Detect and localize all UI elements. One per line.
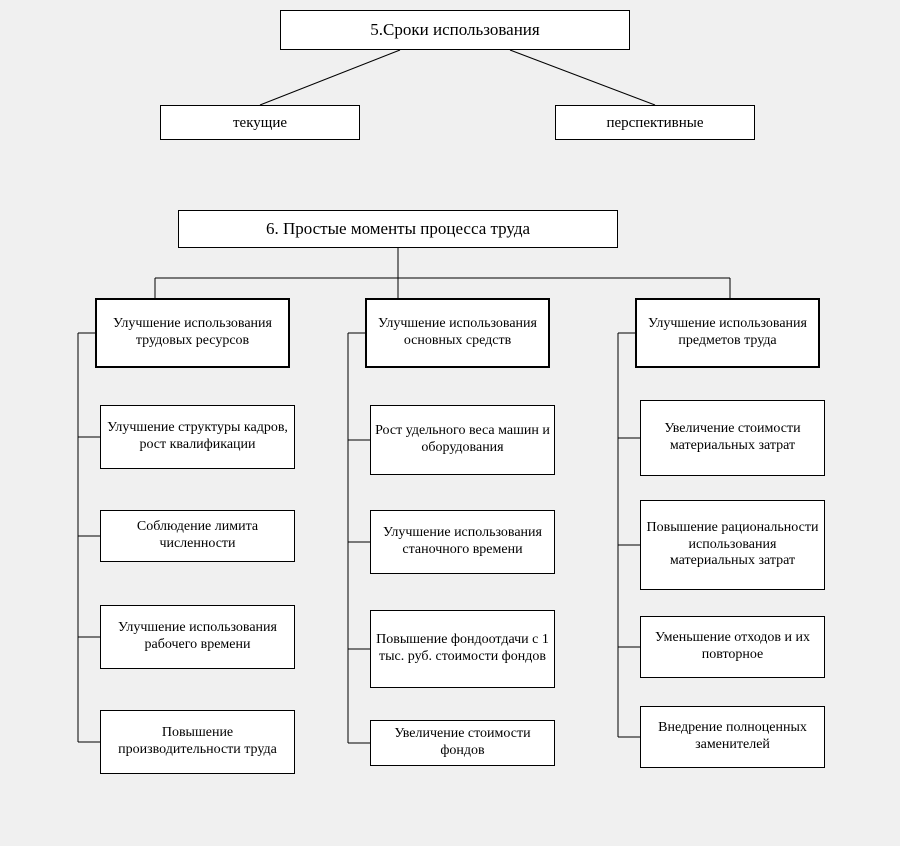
d6-col2-item1: Повышение рациональности использования м… xyxy=(640,500,825,590)
d5-child-left: текущие xyxy=(160,105,360,140)
d6-col1-item1: Улучшение использования станочного време… xyxy=(370,510,555,574)
d6-col0-item1: Соблюдение лимита численности xyxy=(100,510,295,562)
d6-col0-item2: Улучшение использования рабочего времени xyxy=(100,605,295,669)
d6-col1-item0: Рост удельного веса машин и оборудования xyxy=(370,405,555,475)
d5-child-right: перспективные xyxy=(555,105,755,140)
d6-col2-head: Улучшение использования предметов труда xyxy=(635,298,820,368)
d6-col0-head: Улучшение использования трудовых ресурсо… xyxy=(95,298,290,368)
d6-col0-item3: Повышение производительности труда xyxy=(100,710,295,774)
d6-col1-item2: Повышение фондоотдачи с 1 тыс. руб. стои… xyxy=(370,610,555,688)
d6-col2-item3: Внедрение полноценных заменителей xyxy=(640,706,825,768)
d6-col1-head: Улучшение использования основных средств xyxy=(365,298,550,368)
d6-col2-item0: Увеличение стоимости материальных затрат xyxy=(640,400,825,476)
d6-title: 6. Простые моменты процесса труда xyxy=(178,210,618,248)
d5-title: 5.Сроки использования xyxy=(280,10,630,50)
d6-col2-item2: Уменьшение отходов и их повторное xyxy=(640,616,825,678)
d6-col0-item0: Улучшение структуры кадров, рост квалифи… xyxy=(100,405,295,469)
d6-col1-item3: Увеличение стоимости фондов xyxy=(370,720,555,766)
